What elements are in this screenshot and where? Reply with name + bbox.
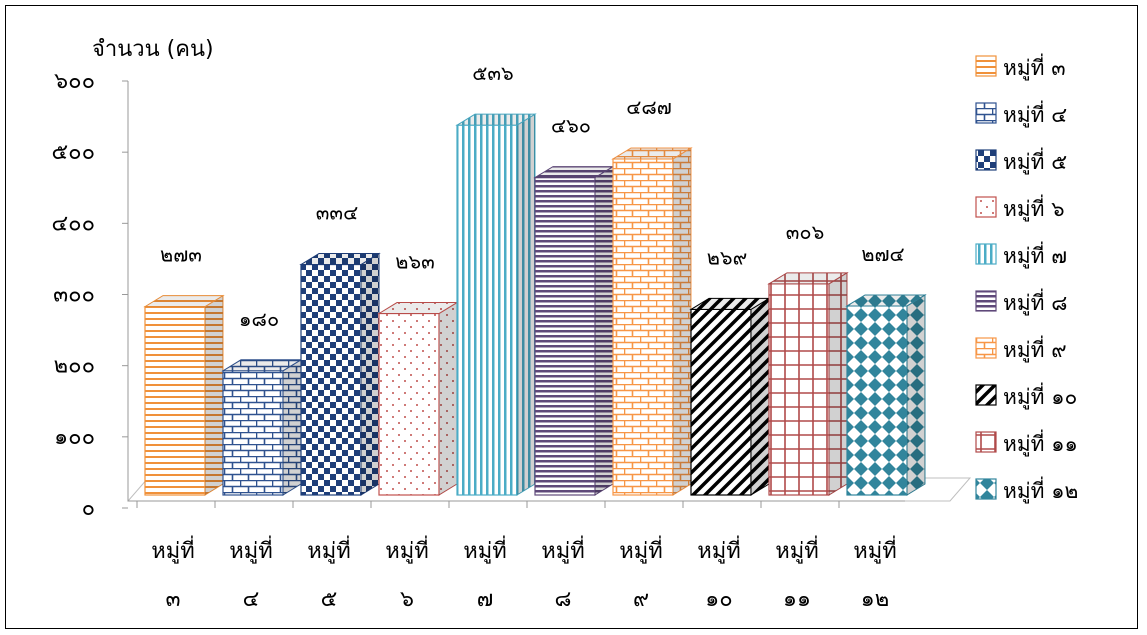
legend-label: หมู่ที่ ๑๒ <box>1003 476 1078 504</box>
legend-label: หมู่ที่ ๕ <box>1003 147 1067 175</box>
x-tick-label: หมู่ที่ <box>463 535 507 564</box>
y-tick-label: ๖๐๐ <box>54 69 95 94</box>
y-axis-title: จำนวน (คน) <box>92 37 214 62</box>
data-label: ๒๗๔ <box>861 242 904 266</box>
y-tick-label: ๐ <box>82 496 95 521</box>
legend-swatch <box>975 478 997 500</box>
data-label: ๔๘๗ <box>626 95 672 119</box>
legend-swatch <box>975 290 997 312</box>
x-tick-label: ๖ <box>400 587 414 612</box>
legend-label: หมู่ที่ ๗ <box>1003 241 1067 269</box>
legend-label: หมู่ที่ ๖ <box>1003 194 1065 222</box>
bars <box>143 113 927 496</box>
legend-swatch <box>975 243 997 265</box>
bar <box>143 294 225 496</box>
data-label: ๓๓๔ <box>316 201 358 225</box>
bar <box>299 252 381 496</box>
y-tick-label: ๓๐๐ <box>53 283 95 308</box>
x-tick-label: ๑๒ <box>861 587 889 612</box>
legend-label: หมู่ที่ ๑๐ <box>1003 382 1077 410</box>
bar-front <box>690 308 752 496</box>
x-tick-label: ๑๑ <box>783 587 811 612</box>
bar-front <box>846 305 908 496</box>
bar-top <box>143 295 225 308</box>
legend-item: หมู่ที่ ๘ <box>975 288 1067 316</box>
bar-front <box>222 370 284 496</box>
bar-top <box>611 147 693 160</box>
data-label: ๕๓๖ <box>472 61 514 85</box>
data-label: ๓๐๖ <box>786 220 825 244</box>
bar <box>689 297 771 496</box>
legend-swatch <box>975 196 997 218</box>
x-tick-label: หมู่ที่ <box>541 535 585 564</box>
data-label: ๑๘๐ <box>239 307 279 331</box>
legend-item: หมู่ที่ ๑๐ <box>975 382 1077 410</box>
data-label: ๒๖๙ <box>707 245 748 269</box>
bar-front <box>144 306 206 496</box>
x-tick-label: ๑๐ <box>705 587 732 612</box>
y-tick-label: ๑๐๐ <box>54 425 95 450</box>
x-tick-label: ๓ <box>165 587 180 612</box>
bar-top <box>299 253 381 266</box>
x-tick-label: หมู่ที่ <box>853 535 897 564</box>
bar-front <box>378 312 440 496</box>
legend-item: หมู่ที่ ๑๑ <box>975 429 1078 457</box>
bar <box>221 358 303 496</box>
legend-swatch <box>975 102 997 124</box>
bar-front <box>300 263 362 496</box>
bar <box>767 271 849 496</box>
bar-front <box>534 177 596 496</box>
legend-label: หมู่ที่ ๓ <box>1003 53 1066 81</box>
bar <box>845 294 927 496</box>
y-tick-label: ๒๐๐ <box>54 354 95 379</box>
bar-top <box>845 294 927 307</box>
data-label: ๒๗๓ <box>160 243 202 267</box>
legend-label: หมู่ที่ ๙ <box>1003 335 1067 363</box>
legend-item: หมู่ที่ ๗ <box>975 241 1067 269</box>
bar <box>611 147 693 496</box>
x-tick-label: ๙ <box>633 587 649 612</box>
bar-front <box>768 283 830 496</box>
bar <box>455 113 537 496</box>
legend-item: หมู่ที่ ๑๒ <box>975 476 1078 504</box>
legend-label: หมู่ที่ ๔ <box>1003 100 1067 128</box>
legend-swatch <box>975 55 997 77</box>
x-tick-label: ๗ <box>477 587 494 612</box>
legend-item: หมู่ที่ ๕ <box>975 147 1067 175</box>
data-label: ๒๖๓ <box>395 250 435 274</box>
data-label: ๔๖๐ <box>551 114 591 138</box>
x-tick-label: ๕ <box>321 587 338 612</box>
x-tick-label: หมู่ที่ <box>385 535 429 564</box>
legend-item: หมู่ที่ ๔ <box>975 100 1067 128</box>
x-tick-label: หมู่ที่ <box>229 535 273 564</box>
x-tick-label: ๘ <box>555 587 572 612</box>
legend-label: หมู่ที่ ๑๑ <box>1003 429 1078 457</box>
y-tick-label: ๔๐๐ <box>51 211 95 236</box>
bar-top <box>455 113 537 126</box>
x-tick-label: หมู่ที่ <box>697 535 741 564</box>
bar-front <box>612 158 674 496</box>
bar <box>377 301 459 496</box>
legend-item: หมู่ที่ ๖ <box>975 194 1065 222</box>
bar-front <box>456 124 518 496</box>
legend-item: หมู่ที่ ๙ <box>975 335 1067 363</box>
x-tick-label: หมู่ที่ <box>619 535 663 564</box>
legend-item: หมู่ที่ ๓ <box>975 53 1066 81</box>
y-tick-label: ๕๐๐ <box>51 140 95 165</box>
x-tick-label: ๔ <box>243 587 260 612</box>
legend-swatch <box>975 384 997 406</box>
bar-top <box>767 272 849 285</box>
x-tick-label: หมู่ที่ <box>775 535 819 564</box>
legend: หมู่ที่ ๓หมู่ที่ ๔หมู่ที่ ๕หมู่ที่ ๖หมู่… <box>975 53 1078 504</box>
legend-label: หมู่ที่ ๘ <box>1003 288 1067 316</box>
bar <box>533 165 615 496</box>
x-tick-label: หมู่ที่ <box>307 535 351 564</box>
legend-swatch <box>975 431 997 453</box>
x-tick-label: หมู่ที่ <box>151 535 195 564</box>
legend-swatch <box>975 149 997 171</box>
legend-swatch <box>975 337 997 359</box>
